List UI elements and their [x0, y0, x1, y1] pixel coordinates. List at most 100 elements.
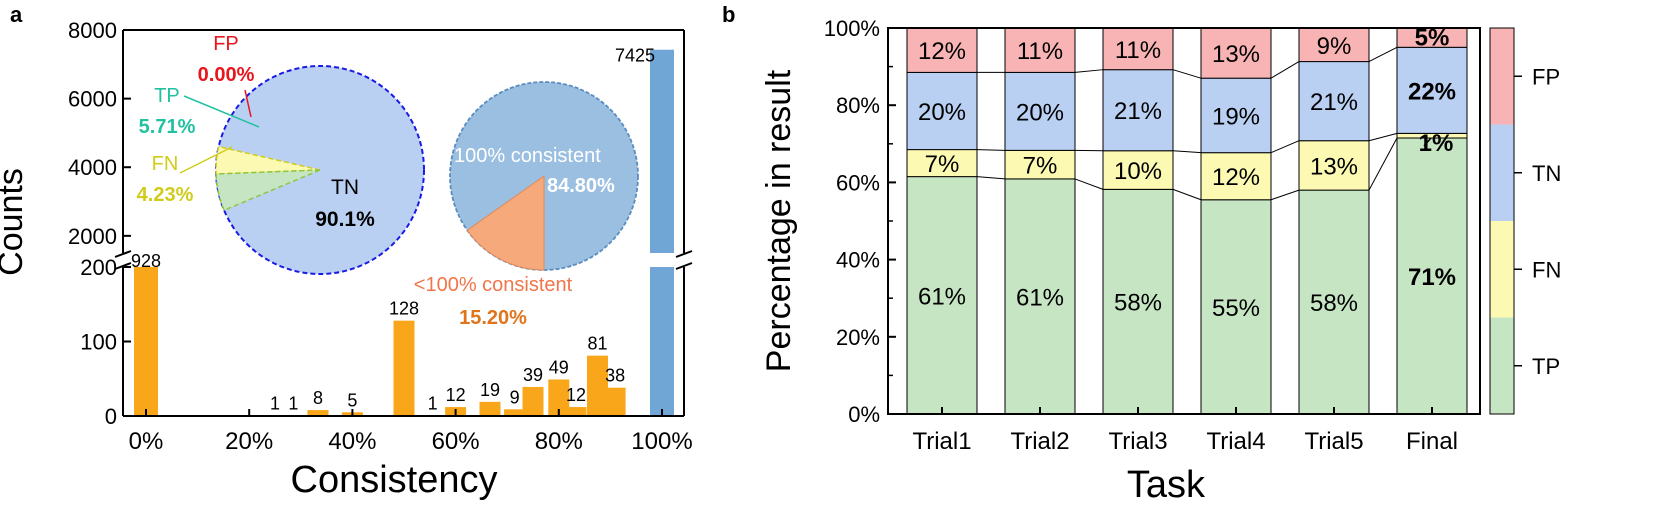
x-tick-label-trial2: Trial2 — [1010, 428, 1069, 455]
bar-label-10: 39 — [523, 365, 543, 385]
segment-label-fn-trial1: 7% — [925, 151, 960, 178]
bar-label-11: 49 — [549, 357, 569, 377]
legend-swatch-tn — [1490, 124, 1514, 221]
segment-label-fp-trial1: 12% — [918, 38, 966, 65]
y-tick-label: 20% — [836, 325, 880, 350]
pie-leader-tp — [183, 95, 260, 128]
bar-label-13: 81 — [587, 334, 607, 354]
bar-segment-fp-trial4 — [1200, 27, 1272, 79]
segment-label-tp-trial4: 55% — [1212, 295, 1260, 322]
bar-13 — [587, 355, 608, 416]
segment-label-tp-final: 71% — [1408, 264, 1456, 291]
panel-b-xlabel: Task — [1127, 464, 1206, 506]
panel-a-xlabel: Consistency — [291, 459, 498, 501]
pie-slice-fn — [215, 145, 321, 175]
bar-5 — [393, 320, 415, 416]
bar-label-12: 12 — [566, 385, 586, 405]
legend-label-fn: FN — [1532, 257, 1561, 282]
panel-a-y-ticks: 0 100 200 2000 4000 6000 8000 — [68, 18, 131, 429]
bar-segment-fp-trial5 — [1298, 27, 1370, 63]
bar-segment-tn-final — [1396, 46, 1468, 134]
segment-label-fp-trial5: 9% — [1317, 33, 1352, 60]
bar-label-6: 1 — [428, 393, 438, 413]
bar-segment-fn-trial3 — [1102, 150, 1174, 190]
bar-segment-tp-final — [1396, 137, 1468, 415]
x-tick-label: 0% — [129, 428, 164, 455]
segment-label-tp-trial5: 58% — [1310, 290, 1358, 317]
bar-segment-fp-trial1 — [906, 27, 978, 73]
bar-segment-tn-trial5 — [1298, 61, 1370, 142]
x-tick-label-trial3: Trial3 — [1108, 428, 1167, 455]
x-tick-label-trial4: Trial4 — [1206, 428, 1265, 455]
pie-leader-fp — [244, 89, 252, 118]
connector-line — [976, 149, 1006, 151]
segment-label-fp-final: 5% — [1415, 25, 1450, 52]
panel-a-axes — [114, 29, 693, 417]
bar-0-lower — [134, 267, 158, 416]
x-tick-label: 80% — [535, 428, 583, 455]
connector-line — [1270, 61, 1300, 79]
panel-a-x-ticks: 0% 20% 40% 60% 80% 100% — [129, 409, 693, 455]
pie-leader-fn — [179, 146, 233, 174]
bar-14 — [604, 387, 626, 416]
bar-segment-tp-trial3 — [1102, 188, 1174, 415]
x-tick-label-trial1: Trial1 — [912, 428, 971, 455]
bar-segment-fp-trial3 — [1102, 27, 1174, 71]
y-tick-label: 2000 — [68, 224, 117, 249]
bar-9 — [504, 409, 526, 416]
bar-segment-fn-trial5 — [1298, 140, 1370, 191]
bar-segment-fn-trial4 — [1200, 152, 1272, 201]
legend-swatch-tp — [1490, 317, 1514, 414]
bar-11 — [548, 379, 570, 416]
bar-segment-tp-trial5 — [1298, 189, 1370, 415]
segment-label-tp-trial3: 58% — [1114, 290, 1162, 317]
x-tick-label: 20% — [225, 428, 273, 455]
legend-label-fp: FP — [1532, 64, 1560, 89]
connector-line — [1074, 178, 1104, 190]
panel-a-bars — [134, 49, 674, 416]
segment-label-fp-trial2: 11% — [1017, 38, 1063, 65]
x-tick-label: 40% — [328, 428, 376, 455]
bar-label-15: 7425 — [615, 46, 655, 66]
bar-segment-tp-trial4 — [1200, 199, 1272, 415]
segment-label-tn-trial1: 20% — [918, 99, 966, 126]
segment-label-tn-trial3: 21% — [1114, 98, 1162, 125]
pie-label-fn: FN — [152, 153, 179, 175]
pie-value-inconsistent: 15.20% — [459, 307, 527, 329]
bar-label-1: 1 — [270, 393, 280, 413]
legend-label-tn: TN — [1532, 161, 1561, 186]
y-tick-label: 100 — [80, 330, 117, 355]
y-tick-label: 200 — [80, 255, 117, 280]
y-tick-label: 4000 — [68, 155, 117, 180]
pie-label-fp: FP — [213, 33, 239, 55]
pie-value-tn: 90.1% — [315, 208, 375, 231]
axis-break-mark — [114, 250, 132, 258]
bar-segment-tn-trial3 — [1102, 69, 1174, 152]
panel-b-connectors — [976, 46, 1398, 201]
panel-b-legend: FP TN FN TP — [1489, 27, 1561, 415]
pie-label-tn: TN — [331, 176, 359, 199]
bar-12 — [565, 407, 587, 416]
segment-label-fn-trial5: 13% — [1310, 153, 1358, 180]
segment-label-tn-trial4: 19% — [1212, 103, 1260, 130]
legend-swatch-fp — [1490, 28, 1514, 125]
segment-label-fn-trial2: 7% — [1023, 153, 1058, 180]
x-tick-label-trial5: Trial5 — [1304, 428, 1363, 455]
connector-line — [1074, 69, 1104, 73]
bar-label-9: 9 — [510, 387, 520, 407]
connector-line — [1368, 137, 1398, 191]
bar-label-0: 928 — [131, 251, 161, 271]
connector-line — [1270, 140, 1300, 154]
bar-label-3: 8 — [313, 388, 323, 408]
bar-3 — [307, 410, 329, 416]
bar-segment-tp-trial1 — [906, 176, 978, 415]
panel-b-bars — [906, 27, 1468, 415]
legend-label-tp: TP — [1532, 354, 1560, 379]
pie-slice-inconsistent — [466, 175, 545, 271]
panel-b: b 61% 7% 20% 12% 61% 7% 20% 11% 58% 10% 21% 11% 55% 1… — [722, 2, 1561, 506]
axis-break-mark — [675, 250, 693, 258]
bar-15-lower — [650, 267, 674, 416]
